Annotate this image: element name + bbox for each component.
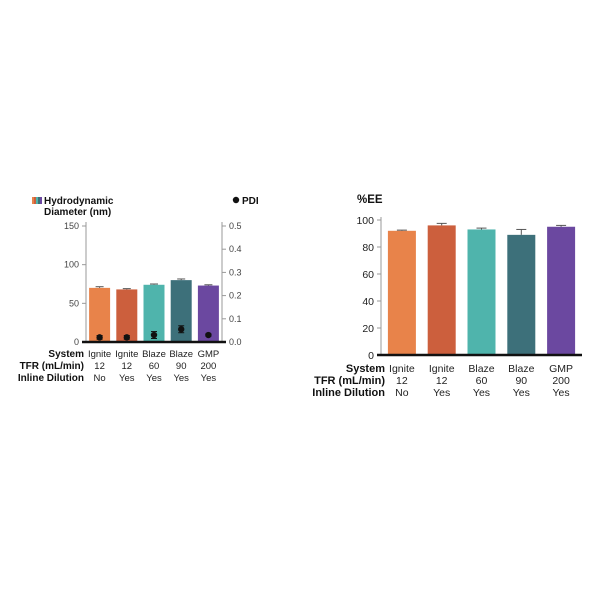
y-tick-label: 100 xyxy=(356,215,374,227)
table-row-label: System xyxy=(346,363,385,375)
y-tick-label: 150 xyxy=(64,221,79,231)
ee-axis-title: %EE xyxy=(357,194,383,206)
left-y-axis: 0 50 100 150 xyxy=(64,221,87,347)
y2-tick-label: 0.4 xyxy=(229,244,242,254)
right-y-axis: 0.0 0.1 0.2 0.3 0.4 0.5 xyxy=(221,221,242,347)
y-tick-label: 100 xyxy=(64,260,79,270)
pdi-point-4 xyxy=(178,326,185,333)
table-cell: 200 xyxy=(200,361,216,372)
y2-tick-label: 0.1 xyxy=(229,314,242,324)
y2-tick-label: 0.5 xyxy=(229,221,242,231)
table-cell: Blaze xyxy=(142,349,166,360)
bar-4 xyxy=(170,280,192,342)
bars-diameter xyxy=(82,278,226,344)
pdi-point-5 xyxy=(205,331,212,339)
table-cell: Yes xyxy=(433,387,450,399)
category-table-left: System Ignite Ignite Blaze Blaze GMP TFR (mL/m… xyxy=(18,349,219,384)
bar-2 xyxy=(427,225,456,355)
table-cell: Yes xyxy=(513,387,530,399)
bar-5 xyxy=(547,226,576,355)
table-cell: 200 xyxy=(552,375,570,387)
table-cell: GMP xyxy=(549,363,573,375)
table-row-label: TFR (mL/min) xyxy=(20,361,84,372)
legend-diameter-label: Hydrodynamic xyxy=(44,196,114,207)
table-cell: 12 xyxy=(436,375,448,387)
table-cell: Yes xyxy=(119,373,135,384)
y-tick-label: 50 xyxy=(69,298,79,308)
table-cell: 90 xyxy=(515,375,527,387)
y-tick-label: 20 xyxy=(362,323,374,335)
bar-1 xyxy=(387,230,416,355)
table-cell: 60 xyxy=(149,361,160,372)
bar-4 xyxy=(507,234,536,355)
table-cell: No xyxy=(395,387,409,399)
table-cell: Yes xyxy=(146,373,162,384)
pdi-point-3 xyxy=(150,331,158,339)
table-cell: Blaze xyxy=(508,363,534,375)
table-cell: Ignite xyxy=(88,349,111,360)
legend-diameter-label-2: Diameter (nm) xyxy=(44,207,111,218)
pdi-dot-icon xyxy=(232,196,240,204)
table-cell: Yes xyxy=(173,373,189,384)
table-row-label: Inline Dilution xyxy=(18,373,84,384)
table-cell: Yes xyxy=(473,387,490,399)
legend-left: Hydrodynamic Diameter (nm) PDI xyxy=(32,196,259,218)
table-cell: Yes xyxy=(553,387,570,399)
table-cell: Blaze xyxy=(468,363,494,375)
pdi-point-1 xyxy=(96,334,103,341)
table-cell: 12 xyxy=(122,361,133,372)
bar-3 xyxy=(467,229,496,355)
table-cell: No xyxy=(94,373,106,384)
table-cell: Ignite xyxy=(115,349,138,360)
table-row-label: TFR (mL/min) xyxy=(314,375,385,387)
category-table-right: System Ignite Ignite Blaze Blaze GMP TFR (mL/m… xyxy=(312,363,573,399)
y-tick-label: 60 xyxy=(362,269,374,281)
right-chart: %EE 0 20 40 60 80 100 System Ignite Ignite Blaze… xyxy=(312,194,582,399)
dots-pdi xyxy=(96,325,212,341)
y2-tick-label: 0.3 xyxy=(229,267,242,277)
y-tick-label: 80 xyxy=(362,242,374,254)
bar-1 xyxy=(89,287,111,342)
bar-5 xyxy=(197,285,219,342)
table-cell: 12 xyxy=(94,361,105,372)
legend-pdi-label: PDI xyxy=(242,196,259,207)
y2-tick-label: 0.2 xyxy=(229,291,242,301)
y-tick-label: 40 xyxy=(362,296,374,308)
pdi-point-2 xyxy=(123,334,130,341)
left-chart: Hydrodynamic Diameter (nm) PDI 0 50 100 150… xyxy=(18,196,259,384)
y2-tick-label: 0.0 xyxy=(229,337,242,347)
bar-swatch-icon xyxy=(32,197,42,204)
table-cell: 90 xyxy=(176,361,187,372)
table-cell: Yes xyxy=(201,373,217,384)
table-cell: GMP xyxy=(198,349,220,360)
bars-ee xyxy=(377,222,582,357)
table-row-label: System xyxy=(48,349,84,360)
ee-y-axis: 0 20 40 60 80 100 xyxy=(356,215,382,362)
table-row-label: Inline Dilution xyxy=(312,387,385,399)
table-cell: Ignite xyxy=(389,363,415,375)
table-cell: 60 xyxy=(476,375,488,387)
table-cell: 12 xyxy=(396,375,408,387)
table-cell: Ignite xyxy=(429,363,455,375)
bar-3 xyxy=(143,284,165,342)
table-cell: Blaze xyxy=(169,349,193,360)
y-tick-label: 0 xyxy=(74,337,79,347)
y-tick-label: 0 xyxy=(368,350,374,362)
bar-2 xyxy=(116,289,138,342)
